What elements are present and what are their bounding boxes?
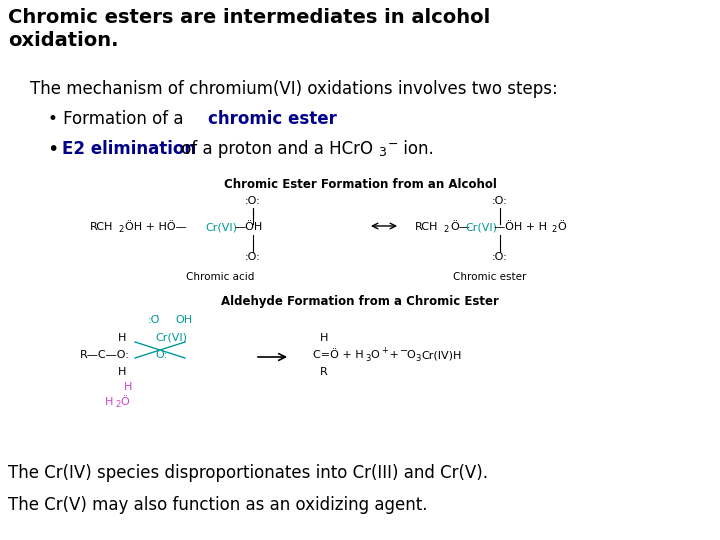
Text: chromic ester: chromic ester xyxy=(208,110,337,128)
Text: +: + xyxy=(386,350,402,360)
Text: O: O xyxy=(370,350,379,360)
Text: The Cr(IV) species disproportionates into Cr(III) and Cr(V).: The Cr(IV) species disproportionates int… xyxy=(8,464,488,482)
Text: H: H xyxy=(320,333,328,343)
Text: Ö: Ö xyxy=(120,397,129,407)
Text: 2: 2 xyxy=(118,225,123,234)
Text: 2: 2 xyxy=(443,225,449,234)
Text: Ö: Ö xyxy=(557,222,566,232)
Text: :O:: :O: xyxy=(492,196,508,206)
Text: H: H xyxy=(118,333,127,343)
Text: of a proton and a HCrO: of a proton and a HCrO xyxy=(176,140,373,158)
Text: E2 elimination: E2 elimination xyxy=(62,140,196,158)
Text: Cr(VI): Cr(VI) xyxy=(465,222,497,232)
Text: ion.: ion. xyxy=(398,140,433,158)
Text: :O:: :O: xyxy=(492,252,508,262)
Text: •: • xyxy=(48,140,66,159)
Text: R—C—O:: R—C—O: xyxy=(80,350,130,360)
Text: +: + xyxy=(381,346,388,355)
Text: O: O xyxy=(406,350,415,360)
Text: OH: OH xyxy=(175,315,192,325)
Text: RCH: RCH xyxy=(415,222,438,232)
Text: 3: 3 xyxy=(378,146,386,159)
Text: 3: 3 xyxy=(365,354,370,363)
Text: H: H xyxy=(124,382,132,392)
Text: 3: 3 xyxy=(415,354,420,363)
Text: H: H xyxy=(105,397,113,407)
Text: −: − xyxy=(400,346,408,356)
Text: Chromic esters are intermediates in alcohol
oxidation.: Chromic esters are intermediates in alco… xyxy=(8,8,490,50)
Text: −: − xyxy=(388,138,398,151)
Text: C=Ö + H: C=Ö + H xyxy=(313,350,364,360)
Text: :O:: :O: xyxy=(245,196,261,206)
Text: —ÖH + H: —ÖH + H xyxy=(494,222,547,232)
Text: Cr(IV)H: Cr(IV)H xyxy=(421,350,462,360)
Text: The mechanism of chromium(VI) oxidations involves two steps:: The mechanism of chromium(VI) oxidations… xyxy=(30,80,558,98)
Text: Cr(VI): Cr(VI) xyxy=(155,333,187,343)
Text: —ÖH: —ÖH xyxy=(234,222,262,232)
Text: 2: 2 xyxy=(551,225,557,234)
Text: • Formation of a: • Formation of a xyxy=(48,110,189,128)
Text: H: H xyxy=(118,367,127,377)
Text: :O:: :O: xyxy=(245,252,261,262)
Text: :Ö: :Ö xyxy=(148,315,161,325)
Text: Chromic ester: Chromic ester xyxy=(454,272,527,282)
Text: ÖH + HÖ—: ÖH + HÖ— xyxy=(125,222,186,232)
FancyBboxPatch shape xyxy=(30,170,710,450)
Text: 2: 2 xyxy=(115,400,120,409)
Text: Cr(VI): Cr(VI) xyxy=(205,222,237,232)
Text: The Cr(V) may also function as an oxidizing agent.: The Cr(V) may also function as an oxidiz… xyxy=(8,496,428,514)
Text: O:: O: xyxy=(155,350,167,360)
Text: RCH: RCH xyxy=(90,222,113,232)
Text: Chromic acid: Chromic acid xyxy=(186,272,254,282)
Text: Chromic Ester Formation from an Alcohol: Chromic Ester Formation from an Alcohol xyxy=(224,178,496,191)
Text: R: R xyxy=(320,367,328,377)
Text: Aldehyde Formation from a Chromic Ester: Aldehyde Formation from a Chromic Ester xyxy=(221,295,499,308)
Text: Ö—: Ö— xyxy=(450,222,470,232)
